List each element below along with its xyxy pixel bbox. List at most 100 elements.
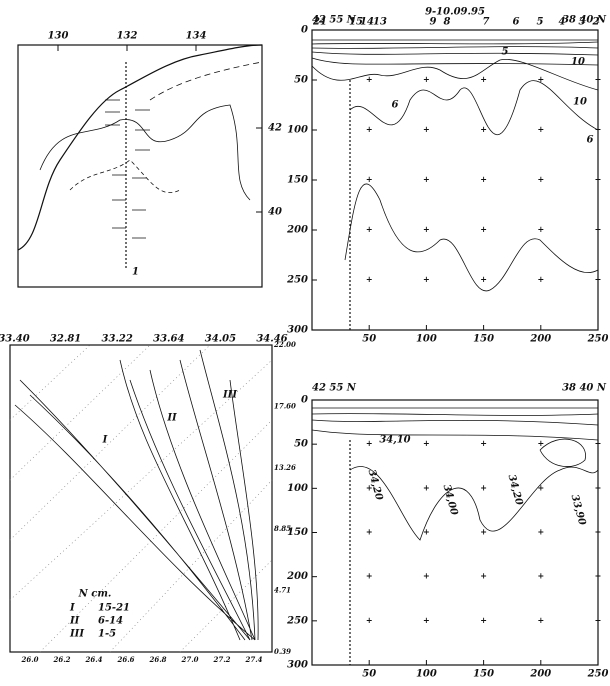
station-point: + bbox=[480, 174, 487, 184]
start-label: 42 55 N bbox=[312, 15, 357, 26]
group-label: I bbox=[102, 435, 108, 446]
station-point: + bbox=[595, 224, 602, 234]
bottom-tick-label: 27.4 bbox=[244, 655, 262, 664]
lon-tick-label: 134 bbox=[186, 31, 207, 42]
top-tick-label: 33.22 bbox=[102, 334, 133, 345]
station-point: + bbox=[366, 274, 373, 284]
station-point: + bbox=[595, 174, 602, 184]
station-number: 14 bbox=[360, 17, 374, 28]
lon-tick-label: 132 bbox=[117, 31, 138, 42]
depth-tick-label: 0 bbox=[301, 395, 308, 406]
station-point: + bbox=[595, 438, 602, 448]
station-point: + bbox=[480, 438, 487, 448]
bottom-tick-label: 26.4 bbox=[84, 655, 102, 664]
station-point: + bbox=[537, 224, 544, 234]
legend-group: I bbox=[69, 603, 75, 614]
station-point: + bbox=[423, 438, 430, 448]
end-label: 38 40 N bbox=[562, 15, 607, 26]
top-tick-label: 34.05 bbox=[205, 334, 236, 345]
section-bottom-frame bbox=[311, 399, 599, 666]
station-number: 13 bbox=[373, 17, 387, 28]
isopycnals bbox=[9, 344, 273, 653]
station-point: + bbox=[366, 174, 373, 184]
depth-tick-label: 250 bbox=[286, 275, 308, 286]
right-tick-label: 8.85 bbox=[274, 524, 291, 533]
group-label: III bbox=[222, 390, 237, 401]
distance-tick-label: 250 bbox=[587, 669, 609, 680]
depth-tick-label: 50 bbox=[294, 75, 308, 86]
station-number: 9 bbox=[430, 17, 437, 28]
ts-frame bbox=[9, 344, 273, 653]
depth-tick-label: 100 bbox=[287, 483, 308, 494]
arrows bbox=[105, 99, 150, 239]
distance-tick-label: 100 bbox=[416, 334, 437, 345]
legend-group: II bbox=[69, 616, 80, 627]
station-point: + bbox=[537, 74, 544, 84]
station-point: + bbox=[537, 482, 544, 492]
station-point: + bbox=[480, 224, 487, 234]
station-point: + bbox=[480, 615, 487, 625]
depth-tick-label: 0 bbox=[301, 25, 308, 36]
distance-tick-label: 100 bbox=[416, 669, 437, 680]
station-point: + bbox=[366, 482, 373, 492]
bottom-tick-label: 27.2 bbox=[212, 655, 230, 664]
start-label: 42 55 N bbox=[312, 383, 357, 394]
distance-tick-label: 250 bbox=[587, 334, 609, 345]
station-point: + bbox=[537, 527, 544, 537]
distance-tick-label: 50 bbox=[362, 669, 376, 680]
legend-range: 15-21 bbox=[98, 603, 130, 614]
station-point: + bbox=[537, 438, 544, 448]
bottom-tick-label: 26.0 bbox=[20, 655, 38, 664]
map-frame bbox=[17, 44, 263, 288]
depth-tick-label: 150 bbox=[287, 175, 308, 186]
ts-curves bbox=[14, 349, 259, 641]
front-line bbox=[149, 61, 263, 101]
station-point: + bbox=[480, 74, 487, 84]
bottom-tick-label: 27.0 bbox=[180, 655, 198, 664]
station-point: + bbox=[537, 571, 544, 581]
contour-label: 33,90 bbox=[569, 493, 588, 526]
bottom-tick-label: 26.6 bbox=[116, 655, 134, 664]
right-tick-label: 22.00 bbox=[273, 340, 296, 349]
station-point: + bbox=[595, 527, 602, 537]
lat-tick-label: 42 bbox=[268, 123, 282, 134]
station-point: + bbox=[366, 571, 373, 581]
group-label: II bbox=[166, 413, 177, 424]
distance-tick-label: 150 bbox=[473, 669, 494, 680]
isoline bbox=[39, 104, 251, 201]
station-label: 1 bbox=[132, 267, 139, 278]
contour-label: 5 bbox=[502, 47, 509, 58]
lat-tick-label: 40 bbox=[268, 207, 282, 218]
station-point: + bbox=[480, 571, 487, 581]
station-point: + bbox=[595, 615, 602, 625]
station-number: 7 bbox=[483, 17, 490, 28]
station-point: + bbox=[595, 74, 602, 84]
station-point: + bbox=[595, 571, 602, 581]
station-number: 15 bbox=[349, 17, 363, 28]
station-number: 6 bbox=[513, 17, 520, 28]
station-point: + bbox=[366, 527, 373, 537]
station-number: 2 bbox=[592, 17, 600, 28]
right-tick-label: 17.60 bbox=[274, 401, 296, 410]
contours-bottom bbox=[311, 407, 599, 541]
station-point: + bbox=[366, 124, 373, 134]
distance-tick-label: 50 bbox=[362, 334, 376, 345]
station-point: + bbox=[366, 438, 373, 448]
station-point: + bbox=[366, 615, 373, 625]
station-number: 8 bbox=[444, 17, 451, 28]
station-point: + bbox=[480, 274, 487, 284]
distance-tick-label: 200 bbox=[529, 334, 551, 345]
end-label: 38 40 N bbox=[562, 383, 607, 394]
station-point: + bbox=[537, 615, 544, 625]
right-tick-label: 13.26 bbox=[274, 463, 296, 472]
depth-tick-label: 300 bbox=[287, 660, 308, 671]
distance-tick-label: 200 bbox=[529, 669, 551, 680]
station-point: + bbox=[423, 615, 430, 625]
right-tick-label: 4.71 bbox=[274, 586, 291, 595]
depth-tick-label: 150 bbox=[287, 527, 308, 538]
depth-tick-label: 200 bbox=[286, 571, 308, 582]
distance-tick-label: 150 bbox=[473, 334, 494, 345]
